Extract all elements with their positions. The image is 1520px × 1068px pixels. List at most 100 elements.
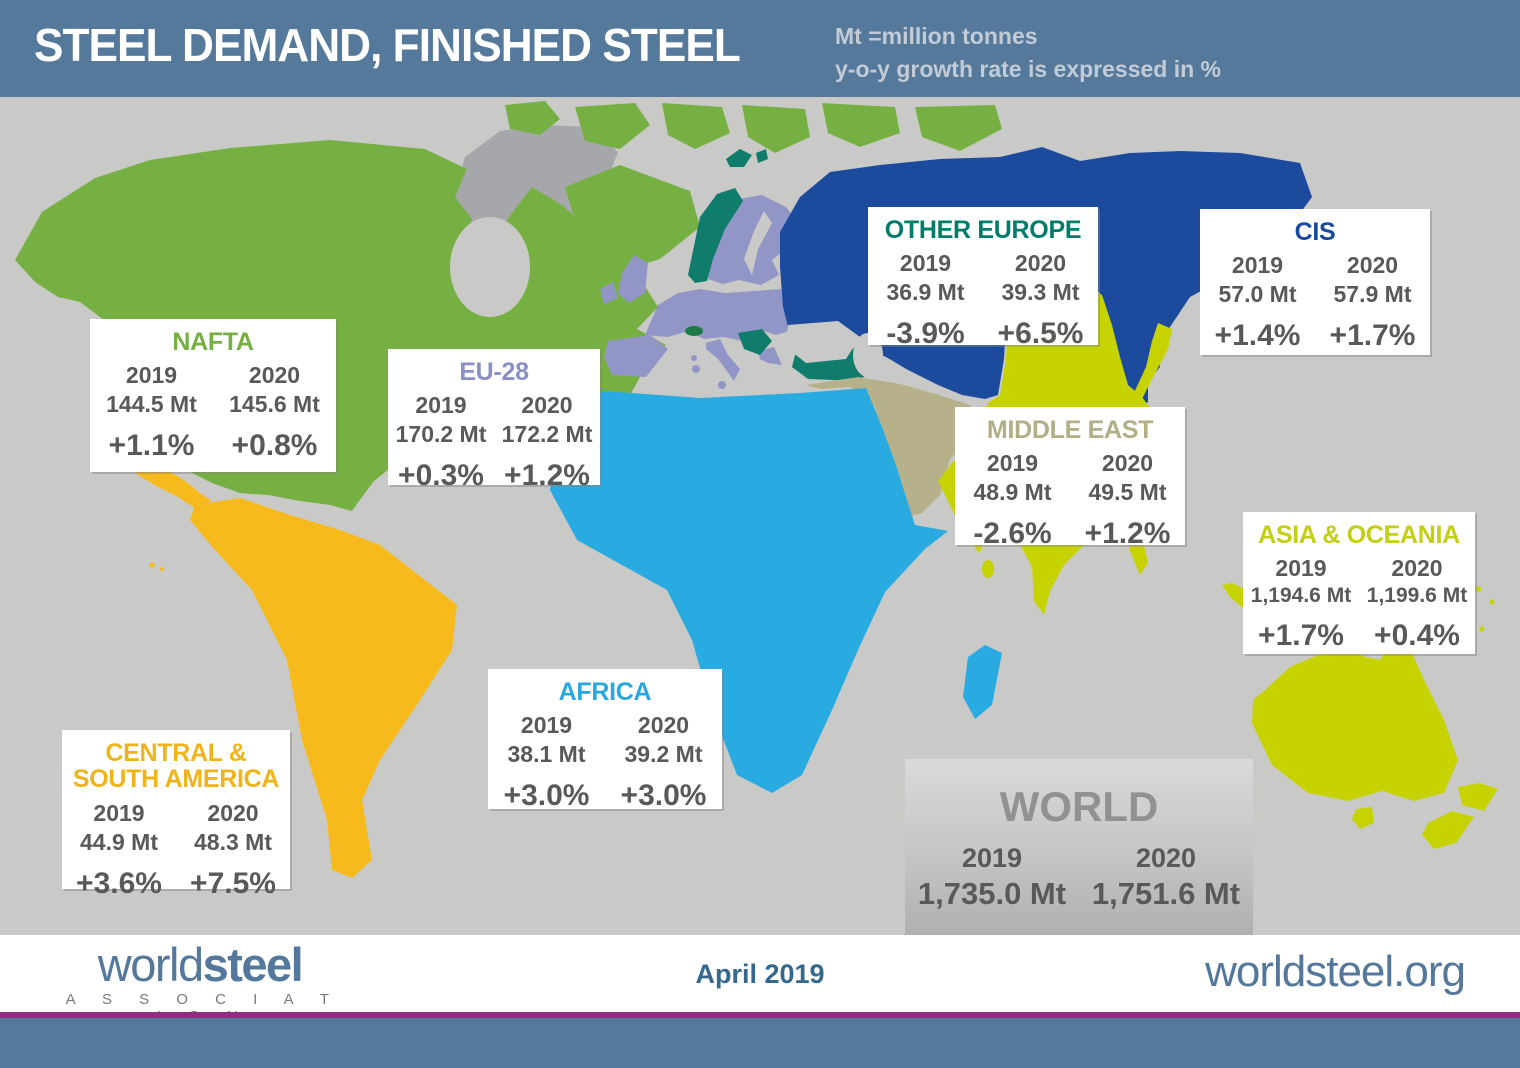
map-arctic-island — [662, 103, 730, 149]
demand-value: 1,751.6 Mt — [1091, 876, 1241, 912]
logo-steel-text: steel — [202, 938, 304, 991]
world-title: WORLD — [999, 783, 1159, 830]
year-label: 2020 — [1135, 843, 1197, 874]
map-svalbard — [756, 149, 768, 163]
map-madagascar — [963, 645, 1002, 719]
demand-value: 36.9 Mt — [886, 279, 965, 306]
map-pacific-island — [1479, 626, 1485, 632]
growth-value: +1.2% — [504, 459, 590, 493]
map-hudson-bay — [450, 217, 530, 317]
region-card-central-south-america: CENTRAL & SOUTH AMERICA 2019 44.9 Mt +3.… — [62, 730, 290, 900]
region-card-nafta: NAFTA 2019 144.5 Mt +1.1% 2020 145.6 Mt … — [90, 319, 336, 472]
map-pacific-island — [1489, 599, 1495, 605]
map-region-eu28-italy — [706, 339, 740, 381]
year-label: 2020 — [637, 712, 690, 739]
region-card-africa: AFRICA 2019 38.1 Mt +3.0% 2020 39.2 Mt +… — [488, 669, 722, 812]
demand-value: 48.9 Mt — [973, 479, 1052, 506]
demand-value: 39.2 Mt — [624, 741, 703, 768]
map-sri-lanka — [982, 560, 994, 578]
growth-value: -2.6% — [973, 517, 1052, 551]
demand-value: 172.2 Mt — [501, 421, 593, 448]
demand-value: 57.9 Mt — [1333, 281, 1412, 308]
map-arctic-island — [505, 101, 560, 135]
map-sicily — [718, 381, 726, 389]
demand-value: 1,194.6 Mt — [1250, 584, 1352, 608]
page-title: STEEL DEMAND, FINISHED STEEL — [34, 19, 741, 71]
map-arctic-island — [575, 103, 650, 149]
year-label: 2020 — [521, 392, 573, 419]
demand-value: 170.2 Mt — [395, 421, 487, 448]
demand-value: 38.1 Mt — [507, 741, 586, 768]
map-region-eu28-uk — [618, 255, 648, 303]
year-label: 2020 — [1101, 450, 1154, 477]
map-region-eu28-mainland — [645, 289, 800, 341]
demand-value: 145.6 Mt — [229, 391, 320, 418]
region-card-middle-east: MIDDLE EAST 2019 48.9 Mt -2.6% 2020 49.5… — [955, 407, 1185, 550]
map-black-sea — [790, 337, 850, 357]
year-label: 2019 — [899, 250, 952, 277]
region-card-asia-oceania: ASIA & OCEANIA 2019 1,194.6 Mt +1.7% 202… — [1243, 512, 1475, 654]
logo-world-text: world — [97, 938, 204, 991]
year-label: 2019 — [93, 799, 145, 826]
region-title: CIS — [1294, 218, 1336, 246]
growth-value: +6.5% — [997, 317, 1084, 351]
map-australia — [1252, 628, 1458, 801]
growth-value: +3.0% — [620, 779, 707, 813]
year-label: 2020 — [1346, 252, 1399, 279]
region-title: AFRICA — [558, 678, 652, 706]
growth-value: -3.9% — [886, 317, 965, 351]
year-label: 2020 — [207, 799, 259, 826]
region-title: OTHER EUROPE — [884, 216, 1082, 244]
map-switzerland — [685, 326, 703, 336]
map-sardinia — [692, 365, 700, 373]
region-title: CENTRAL & SOUTH AMERICA — [72, 739, 280, 794]
publication-date: April 2019 — [695, 959, 825, 989]
demand-value: 39.3 Mt — [1001, 279, 1080, 306]
map-region-eu28-iberia — [604, 335, 668, 377]
map-region-south-america — [190, 498, 457, 878]
growth-value: +1.4% — [1214, 319, 1301, 353]
demand-value: 57.0 Mt — [1218, 281, 1297, 308]
growth-value: +0.8% — [231, 429, 318, 463]
header-band: STEEL DEMAND, FINISHED STEEL Mt =million… — [0, 0, 1520, 97]
bottom-band — [0, 1018, 1520, 1068]
map-galapagos — [149, 562, 155, 568]
demand-value: 48.3 Mt — [194, 828, 272, 855]
footer: worldsteel A S S O C I A T I O N April 2… — [0, 935, 1520, 1025]
growth-value: +7.5% — [190, 866, 276, 900]
demand-value: 1,199.6 Mt — [1366, 584, 1468, 608]
map-region-balkans — [738, 329, 772, 355]
map-corsica — [691, 355, 697, 361]
legend-line-1: Mt =million tonnes — [835, 23, 1038, 49]
year-label: 2020 — [1014, 250, 1067, 277]
legend-line-2: y-o-y growth rate is expressed in % — [835, 56, 1222, 83]
growth-value: +1.7% — [1329, 319, 1416, 353]
region-card-cis: CIS 2019 57.0 Mt +1.4% 2020 57.9 Mt +1.7… — [1200, 209, 1430, 355]
year-label: 2019 — [1231, 252, 1284, 279]
demand-value: 144.5 Mt — [106, 391, 197, 418]
demand-value: 1,735.0 Mt — [917, 876, 1067, 912]
year-label: 2019 — [961, 843, 1023, 874]
world-map: NAFTA 2019 144.5 Mt +1.1% 2020 145.6 Mt … — [0, 97, 1520, 992]
region-card-eu28: EU-28 2019 170.2 Mt +0.3% 2020 172.2 Mt … — [388, 349, 600, 492]
year-label: 2019 — [520, 712, 573, 739]
map-galapagos — [160, 567, 164, 571]
map-arctic-island — [822, 103, 900, 147]
year-label: 2020 — [248, 362, 301, 389]
growth-value: +0.3% — [398, 459, 484, 493]
demand-value: 44.9 Mt — [80, 828, 158, 855]
website-link[interactable]: worldsteel.org — [1205, 947, 1466, 996]
map-region-eu28-ireland — [600, 282, 618, 304]
year-label: 2019 — [415, 392, 467, 419]
region-title: MIDDLE EAST — [986, 416, 1154, 444]
map-baltic-sea — [744, 211, 772, 275]
year-label: 2019 — [1275, 555, 1327, 582]
map-japan — [1118, 323, 1172, 427]
map-new-zealand-south — [1422, 811, 1474, 849]
map-pacific-island — [1475, 586, 1481, 592]
map-new-zealand-north — [1458, 783, 1498, 811]
growth-value: +0.4% — [1374, 619, 1460, 653]
map-region-africa — [550, 388, 948, 793]
region-title: EU-28 — [459, 358, 529, 386]
year-label: 2019 — [125, 362, 178, 389]
